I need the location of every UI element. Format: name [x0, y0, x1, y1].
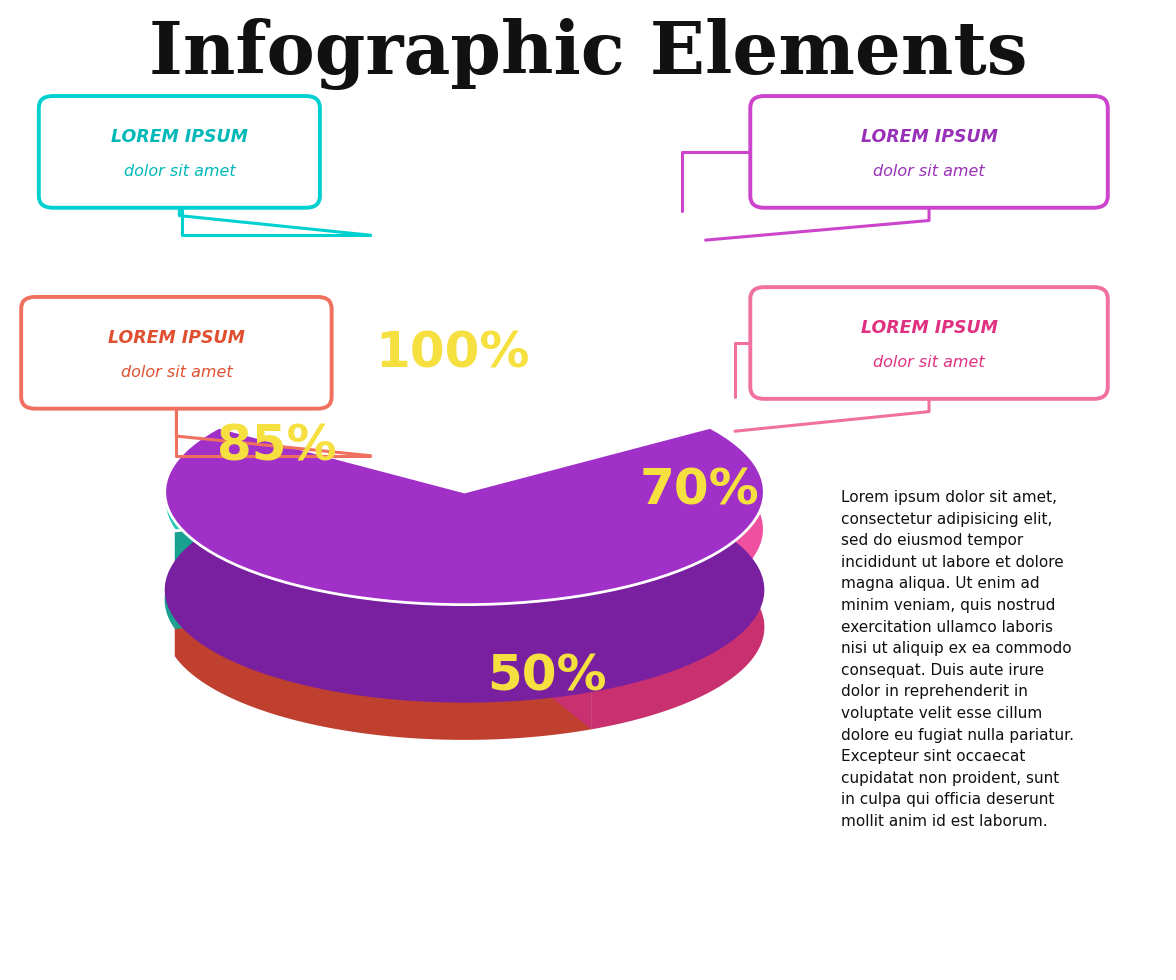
- Text: LOREM IPSUM: LOREM IPSUM: [861, 128, 997, 146]
- Polygon shape: [165, 427, 764, 703]
- Polygon shape: [175, 559, 592, 740]
- Polygon shape: [219, 437, 465, 600]
- Polygon shape: [592, 465, 764, 729]
- Text: dolor sit amet: dolor sit amet: [874, 164, 984, 178]
- Polygon shape: [219, 427, 465, 590]
- Text: 100%: 100%: [375, 330, 530, 377]
- FancyBboxPatch shape: [21, 297, 332, 409]
- Text: dolor sit amet: dolor sit amet: [121, 365, 232, 379]
- Polygon shape: [165, 437, 219, 629]
- Polygon shape: [465, 529, 592, 729]
- Text: dolor sit amet: dolor sit amet: [874, 355, 984, 369]
- Text: Infographic Elements: Infographic Elements: [148, 18, 1028, 90]
- Polygon shape: [165, 427, 764, 605]
- Polygon shape: [175, 529, 465, 657]
- FancyBboxPatch shape: [750, 96, 1108, 208]
- Polygon shape: [465, 465, 710, 627]
- FancyBboxPatch shape: [39, 96, 320, 208]
- Text: LOREM IPSUM: LOREM IPSUM: [861, 319, 997, 337]
- Polygon shape: [465, 465, 764, 631]
- Polygon shape: [175, 529, 592, 642]
- Text: 70%: 70%: [640, 466, 760, 514]
- Text: LOREM IPSUM: LOREM IPSUM: [108, 329, 245, 347]
- Polygon shape: [465, 427, 710, 590]
- Text: LOREM IPSUM: LOREM IPSUM: [111, 128, 248, 146]
- FancyBboxPatch shape: [750, 287, 1108, 399]
- Polygon shape: [465, 529, 592, 729]
- Text: 50%: 50%: [487, 653, 607, 700]
- Text: dolor sit amet: dolor sit amet: [123, 164, 235, 178]
- Text: 85%: 85%: [216, 423, 336, 470]
- Polygon shape: [175, 502, 465, 629]
- Text: Lorem ipsum dolor sit amet,
consectetur adipisicing elit,
sed do eiusmod tempor
: Lorem ipsum dolor sit amet, consectetur …: [841, 490, 1074, 829]
- Polygon shape: [165, 437, 465, 531]
